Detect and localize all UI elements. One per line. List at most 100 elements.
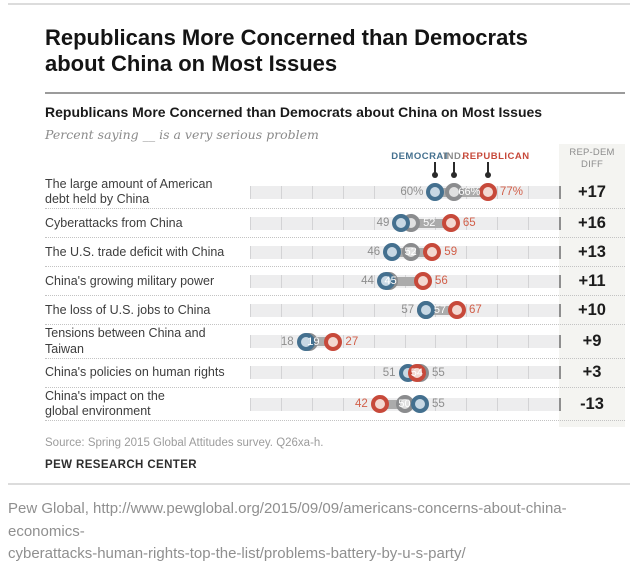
diff-header-line1: REP-DEM xyxy=(569,146,615,158)
value-label: 50 xyxy=(398,398,411,411)
value-label: 49 xyxy=(376,217,390,230)
row-track: 60% 66% 77% xyxy=(250,179,561,205)
row-label: Tensions between China and Taiwan xyxy=(45,326,206,356)
independent-marker xyxy=(401,243,420,262)
connector-bar xyxy=(401,218,451,228)
row-track: 51 54 55 xyxy=(250,360,561,386)
gridline xyxy=(497,335,499,349)
republican-marker xyxy=(448,301,467,320)
republican-marker xyxy=(441,214,460,233)
table-row: China's policies on human rights 51 54 55 +3 xyxy=(45,357,625,387)
value-label: 55 xyxy=(431,398,445,411)
gridline xyxy=(373,303,375,317)
gridline xyxy=(466,274,468,288)
gridline xyxy=(342,335,344,349)
table-row: Tensions between China and Taiwan 18 19 27 +… xyxy=(45,324,625,358)
gridline xyxy=(342,185,344,199)
gridline xyxy=(404,335,406,349)
gridline xyxy=(528,185,530,199)
legend-leader-dot xyxy=(484,171,491,178)
gridline xyxy=(466,303,468,317)
gridline xyxy=(497,366,499,380)
legend-leader-line xyxy=(452,161,455,174)
gridline xyxy=(466,397,468,411)
gridline xyxy=(466,366,468,380)
legend-leader-dot xyxy=(432,171,439,178)
diff-value: -13 xyxy=(580,394,604,413)
value-label: 55 xyxy=(431,366,445,379)
table-row: The large amount of American debt held b… xyxy=(45,176,625,209)
gridline xyxy=(280,216,282,230)
value-label: 67 xyxy=(469,304,482,317)
value-label: 56 xyxy=(435,275,448,288)
top-divider xyxy=(8,3,630,5)
title-divider xyxy=(45,91,625,94)
value-label: 57 xyxy=(401,304,415,317)
value-label: 54 xyxy=(410,366,423,379)
gridline xyxy=(435,366,437,380)
diff-value: +11 xyxy=(578,271,606,290)
connector-bar xyxy=(426,305,458,315)
dem-legend-label: DEMOCRAT xyxy=(391,150,450,162)
pew-research-center-branding: PEW RESEARCH CENTER xyxy=(45,459,198,472)
gridline xyxy=(559,397,561,411)
gridline xyxy=(342,216,344,230)
gridline xyxy=(528,335,530,349)
table-row: Cyberattacks from China 49 52 65 +16 xyxy=(45,208,625,237)
republican-marker xyxy=(414,272,433,291)
gridline xyxy=(250,245,251,259)
gridline xyxy=(528,245,530,259)
gridline xyxy=(497,274,499,288)
gridline xyxy=(280,185,282,199)
chart-title: Republicans More Concerned than Democrat… xyxy=(45,103,543,120)
gridline xyxy=(250,274,251,288)
row-track: 57 57 67 xyxy=(250,297,561,323)
gridline xyxy=(373,245,375,259)
republican-marker xyxy=(370,395,389,414)
gridline xyxy=(250,366,251,380)
gridline xyxy=(528,274,530,288)
chart-rows: The large amount of American debt held b… xyxy=(45,176,625,422)
source-note: Source: Spring 2015 Global Attitudes sur… xyxy=(45,437,324,450)
table-row: The U.S. trade deficit with China 46 52 59 +… xyxy=(45,237,625,266)
gridline xyxy=(342,397,344,411)
value-label: 57 xyxy=(433,304,447,317)
caption: Pew Global, http://www.pewglobal.org/201… xyxy=(8,498,630,566)
value-label: 45 xyxy=(384,275,397,288)
diff-value: +17 xyxy=(578,182,606,201)
row-label: Cyberattacks from China xyxy=(45,215,183,230)
value-label: 19 xyxy=(307,335,320,348)
gridline xyxy=(528,216,530,230)
gridline xyxy=(250,216,251,230)
democrat-marker xyxy=(296,332,315,351)
row-track: 42 50 55 xyxy=(250,391,561,417)
row-label: The U.S. trade deficit with China xyxy=(45,244,225,259)
gridline xyxy=(250,185,251,199)
diff-column-background xyxy=(559,143,625,428)
row-track: 49 52 65 xyxy=(250,210,561,236)
gridline xyxy=(311,245,313,259)
connector-bar xyxy=(385,276,424,286)
gridline xyxy=(280,366,282,380)
row-label: The loss of U.S. jobs to China xyxy=(45,302,211,317)
gridline xyxy=(311,397,313,411)
legend-leader-dot xyxy=(450,171,457,178)
gridline xyxy=(559,274,561,288)
value-label: 77% xyxy=(499,186,523,199)
gridline xyxy=(311,274,313,288)
legend-spacer xyxy=(45,144,250,176)
gridline xyxy=(559,366,561,380)
gridline xyxy=(497,245,499,259)
democrat-marker xyxy=(426,183,445,202)
ind-legend-label: IND. xyxy=(443,150,465,162)
republican-marker xyxy=(423,243,442,262)
value-label: 46 xyxy=(367,246,381,259)
democrat-marker xyxy=(417,301,436,320)
chart-body: DEMOCRAT IND. REPUBLICAN REP-DEM DIFF The … xyxy=(45,143,625,428)
diff-value: +3 xyxy=(582,363,602,382)
gridline xyxy=(373,185,375,199)
legend-leader-line xyxy=(434,161,437,174)
gridline xyxy=(466,245,468,259)
row-track: 18 19 27 xyxy=(250,329,561,355)
row-label: China's impact on the global environment xyxy=(45,388,165,419)
